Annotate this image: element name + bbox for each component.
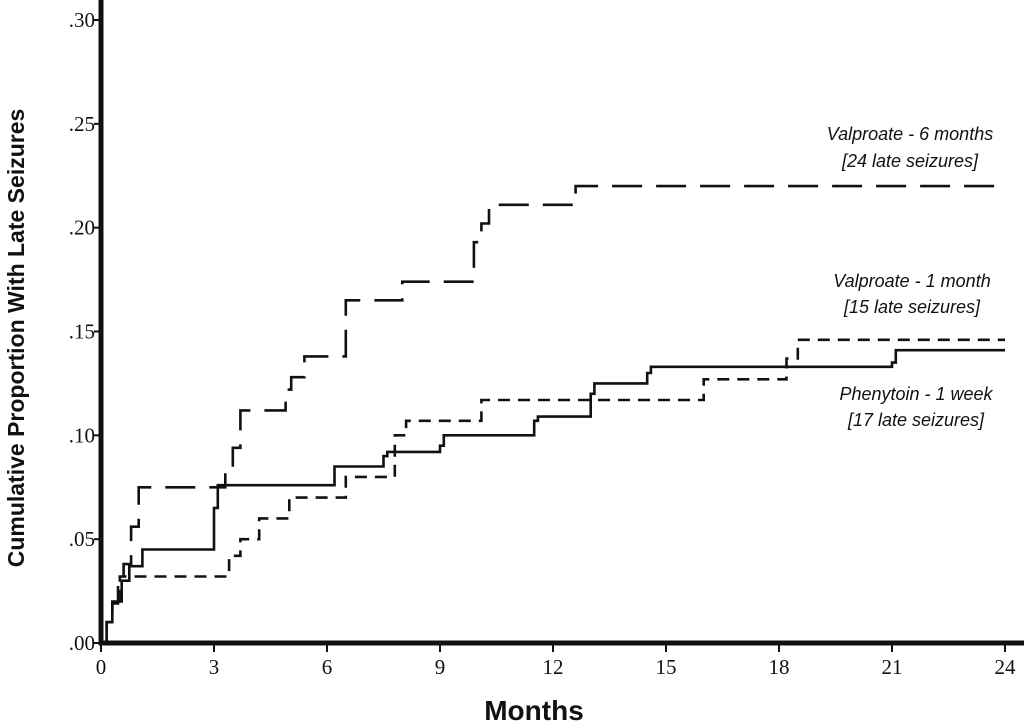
series-line-valproate-6-months xyxy=(101,184,1005,645)
x-axis-title: Months xyxy=(484,695,584,723)
series-name: Valproate - 1 month xyxy=(833,271,990,291)
y-tick-label: .15 xyxy=(69,320,95,344)
y-tick-label: .20 xyxy=(69,216,95,240)
y-tick-label: .25 xyxy=(69,112,95,136)
y-tick-label: .10 xyxy=(69,423,95,447)
x-tick-label: 18 xyxy=(769,655,790,679)
y-tick-label: .00 xyxy=(69,631,95,655)
x-tick-label: 0 xyxy=(96,655,107,679)
series-name: Phenytoin - 1 week xyxy=(839,384,993,404)
series-note: [24 late seizures] xyxy=(841,151,979,171)
series-line-phenytoin-1-week xyxy=(101,348,1005,645)
y-axis-title: Cumulative Proportion With Late Seizures xyxy=(3,109,29,568)
y-axis-ticks: .00 .05 .10 .15 .20 .25 .30 xyxy=(69,8,101,655)
x-axis-ticks: 0 3 6 9 12 15 18 21 24 xyxy=(96,643,1016,679)
y-tick-label: .05 xyxy=(69,527,95,551)
x-tick-label: 3 xyxy=(209,655,220,679)
x-tick-label: 24 xyxy=(995,655,1017,679)
x-tick-label: 15 xyxy=(656,655,677,679)
series-name: Valproate - 6 months xyxy=(827,124,993,144)
series-label-valproate-6-months: Valproate - 6 months [24 late seizures] xyxy=(827,124,993,171)
series-note: [17 late seizures] xyxy=(847,410,985,430)
y-tick-label: .30 xyxy=(69,8,95,32)
series-line-valproate-1-month xyxy=(101,338,1005,645)
x-tick-label: 21 xyxy=(882,655,903,679)
series-label-phenytoin-1-week: Phenytoin - 1 week [17 late seizures] xyxy=(839,384,993,430)
series-label-valproate-1-month: Valproate - 1 month [15 late seizures] xyxy=(833,271,990,317)
x-tick-label: 9 xyxy=(435,655,446,679)
series-lines xyxy=(101,184,1005,645)
series-note: [15 late seizures] xyxy=(843,297,981,317)
x-tick-label: 6 xyxy=(322,655,333,679)
x-tick-label: 12 xyxy=(543,655,564,679)
